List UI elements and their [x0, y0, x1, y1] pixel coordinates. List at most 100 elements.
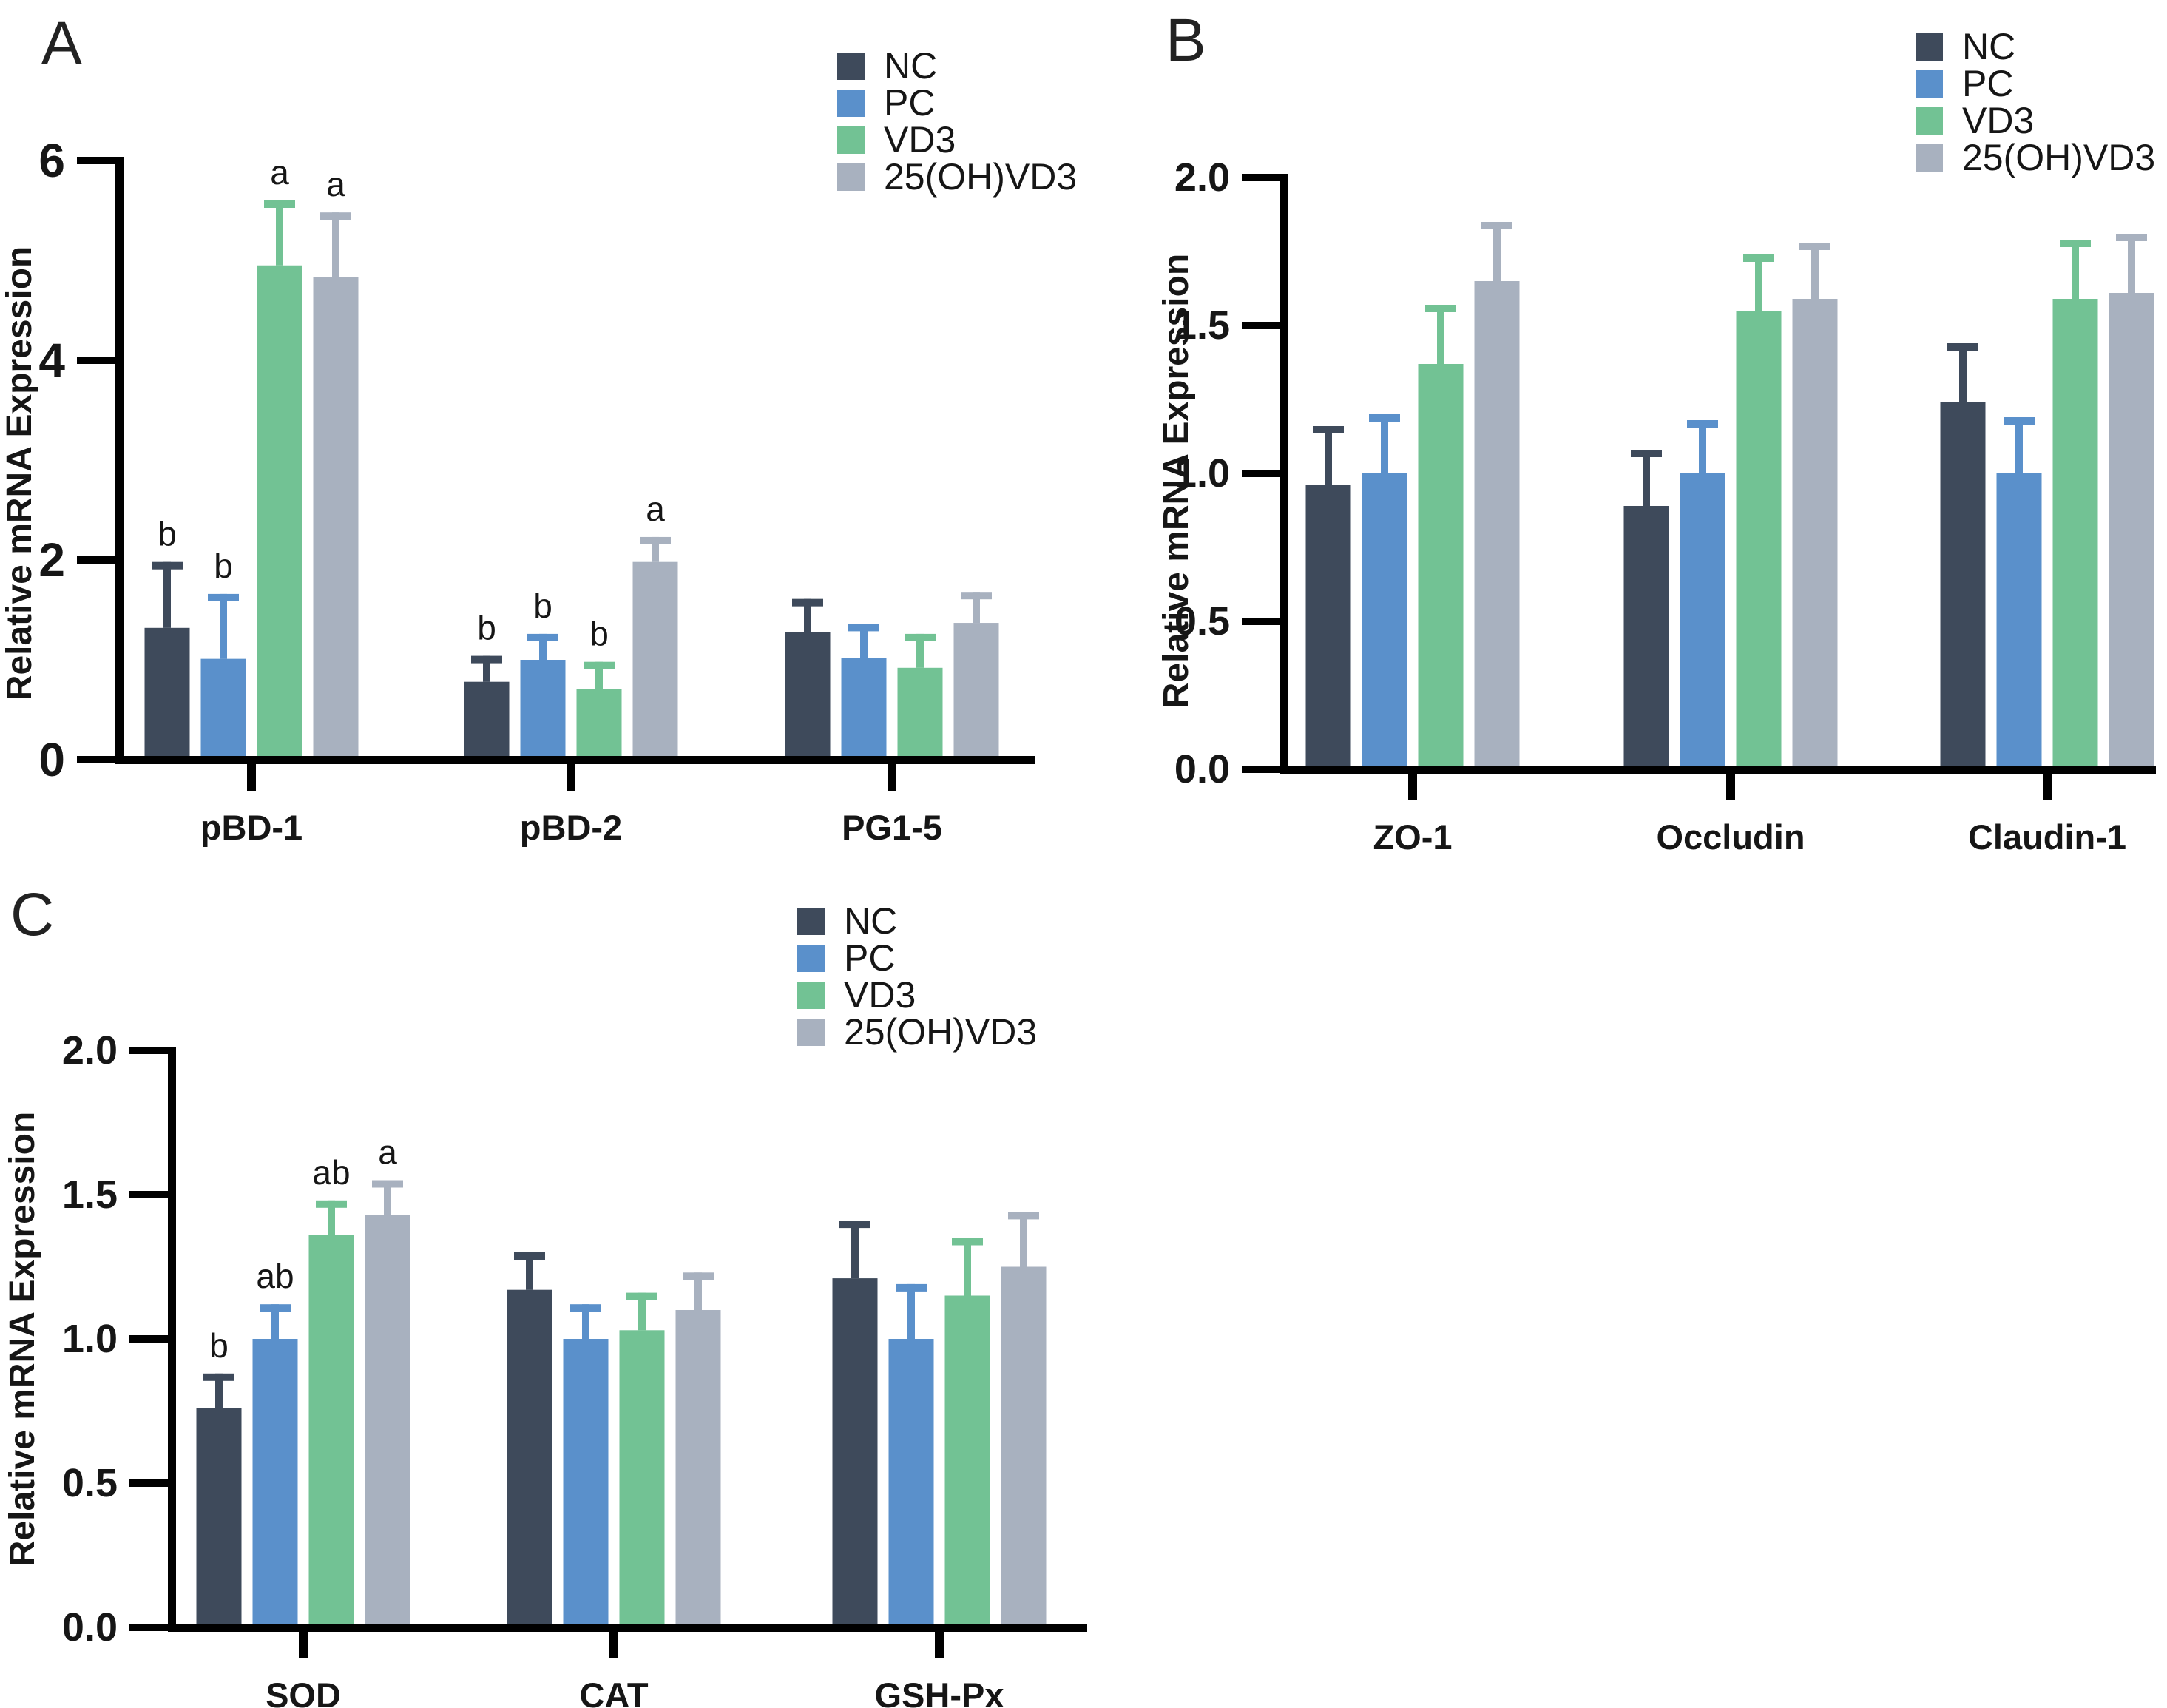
error-bar-stem: [694, 1272, 702, 1310]
bar-C-SOD-VD3: [308, 1235, 354, 1627]
legend-swatch-25(OH)VD3: [837, 163, 865, 191]
error-bar-stem: [973, 592, 980, 624]
x-tick-mark: [935, 1627, 944, 1658]
legend-label: NC: [1962, 26, 2016, 67]
x-tick-mark: [609, 1627, 618, 1658]
legend-swatch-PC: [797, 944, 825, 972]
bar-C-CAT-25(OH)VD3: [675, 1310, 721, 1627]
error-bar-cap: [320, 212, 351, 220]
bar-B-ZO-1-NC: [1305, 485, 1351, 769]
legend-item-25(OH)VD3: 25(OH)VD3: [797, 1013, 1037, 1050]
legend-swatch-VD3: [837, 126, 865, 154]
legend-swatch-NC: [837, 52, 865, 80]
error-bar-stem: [916, 633, 924, 668]
bar-B-Claudin-1-25(OH)VD3: [2109, 293, 2154, 769]
error-bar-cap: [203, 1373, 234, 1381]
legend-label: NC: [884, 45, 938, 87]
category-label: pBD-2: [520, 808, 622, 847]
error-bar-stem: [582, 1304, 589, 1339]
bar-A-pBD-1-NC: [144, 627, 190, 760]
significance-letter: a: [378, 1133, 397, 1172]
y-tick-label: 2.0: [62, 1028, 118, 1073]
category-label: ZO-1: [1373, 817, 1452, 857]
error-bar-stem: [2072, 240, 2079, 299]
bar-B-ZO-1-25(OH)VD3: [1474, 281, 1520, 769]
y-axis-title: Relative mRNA Expression: [3, 1112, 42, 1566]
error-bar-stem: [276, 200, 283, 266]
legend-item-VD3: VD3: [797, 976, 1037, 1013]
error-bar-cap: [896, 1283, 927, 1292]
error-bar-cap: [1008, 1212, 1039, 1220]
error-bar-stem: [1437, 305, 1444, 364]
error-bar-stem: [2015, 417, 2023, 473]
error-bar-cap: [1743, 254, 1774, 262]
error-bar-stem: [1325, 426, 1332, 485]
y-tick-mark: [129, 1479, 168, 1487]
y-tick-mark: [1242, 766, 1280, 773]
error-bar-cap: [1313, 426, 1344, 433]
error-bar-cap: [1369, 414, 1400, 422]
legend-item-VD3: VD3: [837, 121, 1077, 158]
y-axis-line: [115, 157, 124, 763]
bar-B-ZO-1-VD3: [1418, 364, 1464, 769]
error-bar-stem: [638, 1292, 646, 1331]
bar-B-Claudin-1-NC: [1940, 402, 1986, 769]
bar-A-pBD-1-PC: [200, 658, 246, 760]
significance-letter: b: [214, 547, 233, 585]
panel-a-label: A: [41, 10, 82, 77]
error-bar-stem: [2128, 234, 2135, 293]
category-label: pBD-1: [200, 808, 302, 847]
x-tick-mark: [888, 760, 896, 791]
legend-swatch-25(OH)VD3: [797, 1018, 825, 1046]
error-bar-cap: [264, 200, 295, 208]
y-tick-mark: [1242, 618, 1280, 625]
significance-letter: b: [477, 609, 496, 647]
significance-letter: a: [326, 165, 345, 203]
legend-swatch-PC: [837, 89, 865, 117]
bar-B-Occludin-NC: [1623, 506, 1669, 769]
error-bar-cap: [905, 633, 936, 641]
bar-C-SOD-25(OH)VD3: [365, 1215, 410, 1627]
legend-item-NC: NC: [837, 47, 1077, 84]
panel-b-label: B: [1166, 7, 1206, 74]
y-tick-label: 1.5: [62, 1172, 118, 1217]
error-bar-stem: [1755, 254, 1762, 311]
y-tick-label: 1.0: [1174, 451, 1230, 496]
error-bar-stem: [964, 1238, 971, 1296]
error-bar-cap: [2004, 417, 2035, 425]
y-tick-mark: [77, 756, 115, 763]
error-bar-cap: [316, 1200, 347, 1208]
error-bar-stem: [1643, 450, 1650, 506]
error-bar-cap: [626, 1292, 657, 1300]
legend-item-NC: NC: [1916, 28, 2155, 65]
error-bar-stem: [1493, 222, 1501, 281]
y-tick-label: 1.0: [62, 1317, 118, 1361]
error-bar-stem: [804, 598, 811, 632]
error-bar-stem: [851, 1221, 859, 1279]
y-tick-mark: [77, 556, 115, 564]
error-bar-cap: [527, 633, 558, 641]
category-label: Occludin: [1656, 817, 1805, 857]
legend-item-PC: PC: [797, 939, 1037, 976]
legend-panel-c: NC PC VD3 25(OH)VD3: [797, 902, 1037, 1050]
y-tick-label: 0: [38, 733, 65, 786]
error-bar-cap: [1687, 420, 1718, 428]
error-bar-cap: [372, 1180, 403, 1188]
legend-label: PC: [1962, 63, 2014, 104]
bar-C-CAT-VD3: [619, 1330, 665, 1627]
error-bar-stem: [163, 561, 171, 628]
significance-letter: a: [646, 490, 665, 528]
significance-letter: b: [589, 615, 609, 653]
x-axis-line: [168, 1624, 1087, 1632]
legend-label: NC: [844, 900, 898, 942]
error-bar-stem: [860, 624, 868, 658]
bar-A-PG1-5-VD3: [897, 667, 943, 760]
x-tick-mark: [1408, 769, 1417, 800]
bar-B-Claudin-1-PC: [1996, 473, 2042, 769]
error-bar-cap: [1799, 243, 1830, 250]
legend-label: 25(OH)VD3: [1962, 137, 2156, 178]
error-bar-cap: [471, 655, 502, 664]
y-tick-label: 4: [38, 334, 65, 387]
x-axis-line: [115, 756, 1035, 764]
